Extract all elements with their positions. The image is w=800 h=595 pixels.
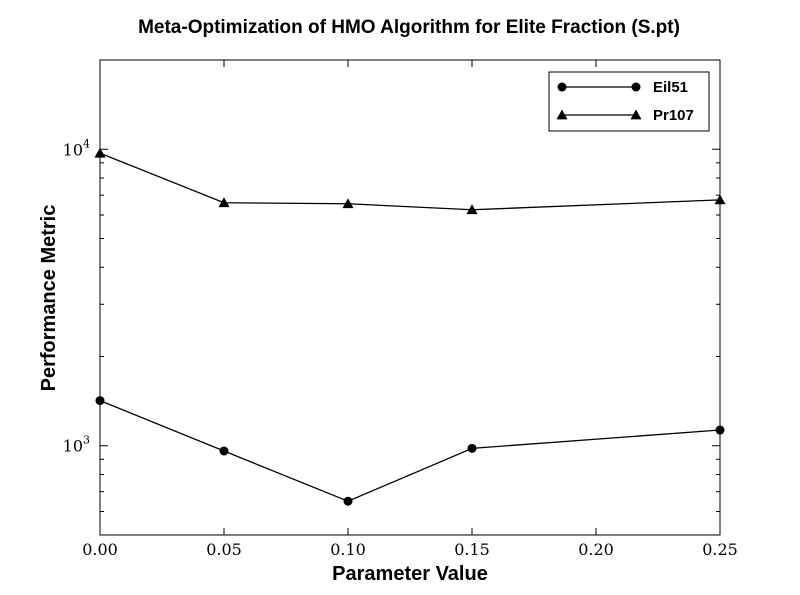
data-point-eil51 xyxy=(467,443,477,453)
plot-area: 0.00 0.05 0.10 0.15 0.20 0.25 103 104 xyxy=(63,59,738,559)
series-line-pr107 xyxy=(99,152,721,211)
x-tick-label: 0.05 xyxy=(206,540,242,559)
y-tick-label: 103 xyxy=(63,434,90,456)
data-point-pr107 xyxy=(94,147,106,158)
data-point-pr107 xyxy=(466,204,478,215)
x-axis-label: Parameter Value xyxy=(332,563,488,585)
x-tick-label: 0.00 xyxy=(82,540,118,559)
data-point-eil51 xyxy=(715,425,725,435)
y-axis-label: Performance Metric xyxy=(38,205,60,392)
series-line-eil51 xyxy=(99,399,721,502)
legend-label-pr107: Pr107 xyxy=(653,107,694,124)
legend-label-eil51: Eil51 xyxy=(653,79,688,96)
legend-marker-pr107 xyxy=(630,109,642,120)
legend-marker-eil51 xyxy=(557,82,567,92)
y-tick-label: 104 xyxy=(63,137,90,159)
x-tick-label: 0.10 xyxy=(330,540,366,559)
x-tick-label: 0.20 xyxy=(578,540,614,559)
x-tick-label: 0.15 xyxy=(454,540,490,559)
legend-box xyxy=(548,71,710,132)
data-point-eil51 xyxy=(95,396,105,406)
data-point-eil51 xyxy=(219,446,229,456)
legend: Eil51 Pr107 xyxy=(548,71,710,132)
data-point-pr107 xyxy=(342,198,354,209)
legend-marker-pr107 xyxy=(556,109,568,120)
plot-frame xyxy=(99,59,721,536)
data-point-eil51 xyxy=(343,496,353,506)
legend-marker-eil51 xyxy=(631,82,641,92)
data-point-pr107 xyxy=(714,194,726,205)
chart-title: Meta-Optimization of HMO Algorithm for E… xyxy=(138,17,680,38)
data-point-pr107 xyxy=(218,197,230,208)
x-tick-label: 0.25 xyxy=(702,540,738,559)
